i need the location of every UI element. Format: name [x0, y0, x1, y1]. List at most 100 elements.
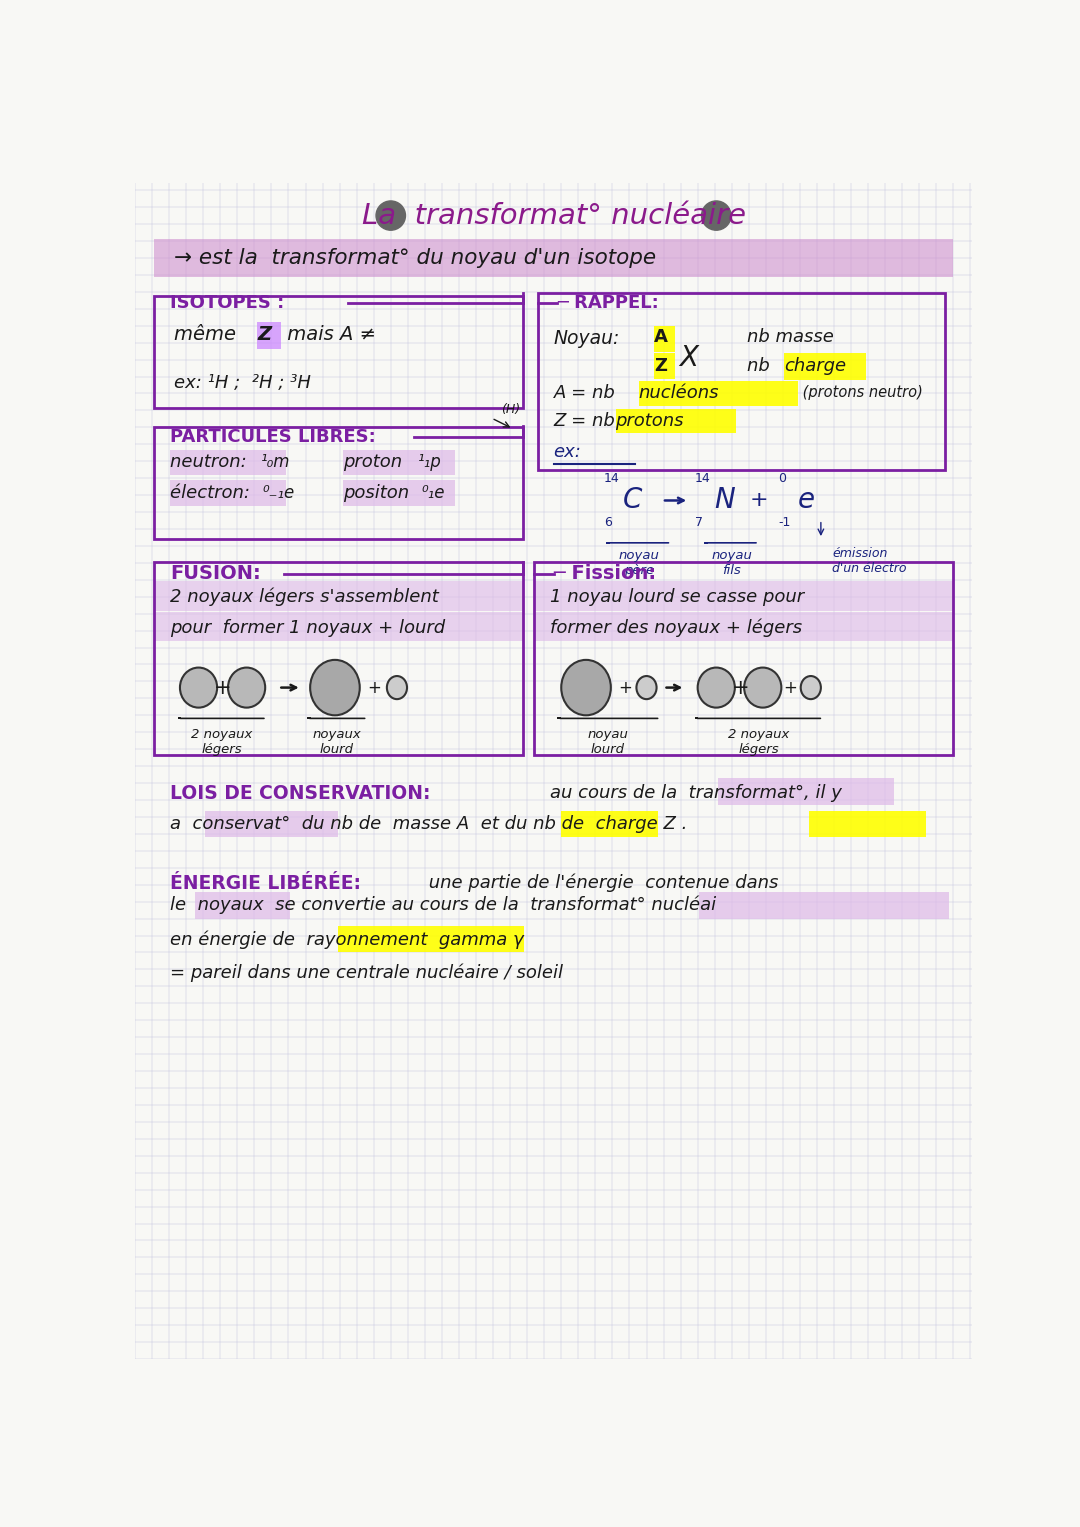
Text: (protons neutro): (protons neutro): [798, 385, 922, 400]
Text: nb masse: nb masse: [747, 328, 834, 347]
Text: → est la  transformat° du noyau d'un isotope: → est la transformat° du noyau d'un isot…: [174, 247, 656, 267]
Text: +: +: [783, 678, 797, 696]
FancyBboxPatch shape: [654, 353, 675, 379]
Text: (H): (H): [501, 403, 519, 415]
Text: a  conservat°  du nb de  masse A  et du nb de  charge Z .: a conservat° du nb de masse A et du nb d…: [170, 815, 687, 832]
Text: 2 noyaux légers s'assemblent: 2 noyaux légers s'assemblent: [170, 588, 438, 606]
FancyBboxPatch shape: [699, 892, 948, 919]
FancyBboxPatch shape: [616, 409, 735, 434]
Text: protons: protons: [616, 412, 684, 431]
Text: = pareil dans une centrale nucléaire / soleil: = pareil dans une centrale nucléaire / s…: [170, 964, 563, 982]
FancyBboxPatch shape: [562, 811, 658, 837]
Text: ex:: ex:: [554, 443, 581, 461]
Text: noyau
lourd: noyau lourd: [588, 728, 629, 756]
FancyBboxPatch shape: [784, 353, 866, 380]
Text: A = nb: A = nb: [554, 383, 621, 402]
FancyBboxPatch shape: [342, 449, 455, 475]
FancyBboxPatch shape: [195, 892, 291, 919]
Ellipse shape: [698, 667, 734, 707]
Text: 7: 7: [694, 516, 703, 528]
Text: proton: proton: [342, 454, 414, 470]
Text: Z: Z: [654, 357, 667, 374]
Text: Noyau:: Noyau:: [554, 330, 620, 348]
Text: 6: 6: [604, 516, 611, 528]
Text: 2 noyaux
légers: 2 noyaux légers: [191, 728, 253, 756]
Text: neutron:: neutron:: [170, 454, 253, 470]
Text: ─ RAPPEL:: ─ RAPPEL:: [557, 293, 659, 312]
Text: 14: 14: [604, 472, 620, 486]
Text: N: N: [715, 487, 735, 515]
Text: émission
d'un électro: émission d'un électro: [833, 547, 907, 574]
FancyBboxPatch shape: [638, 382, 798, 406]
FancyBboxPatch shape: [170, 449, 286, 475]
Text: +: +: [214, 678, 231, 698]
FancyBboxPatch shape: [257, 322, 281, 348]
Text: ⁰₋₁e: ⁰₋₁e: [262, 484, 295, 502]
Ellipse shape: [310, 660, 360, 715]
Text: noyau
fils: noyau fils: [712, 550, 752, 577]
Text: PARTICULES LIBRES:: PARTICULES LIBRES:: [170, 428, 376, 446]
FancyBboxPatch shape: [654, 327, 675, 351]
Text: noyau
père: noyau père: [619, 550, 659, 577]
FancyBboxPatch shape: [154, 238, 953, 278]
Text: même: même: [174, 325, 248, 345]
Text: électron:: électron:: [170, 484, 256, 502]
Text: mais A ≠: mais A ≠: [281, 325, 376, 345]
Text: ─ Fission:: ─ Fission:: [554, 563, 657, 583]
Text: ISOTOPES :: ISOTOPES :: [170, 293, 284, 312]
Text: ⁰₁e: ⁰₁e: [422, 484, 445, 502]
Text: charge: charge: [784, 357, 847, 374]
Circle shape: [376, 202, 405, 231]
Text: ¹₀m: ¹₀m: [260, 454, 291, 470]
Text: +: +: [750, 490, 768, 510]
Text: 0: 0: [779, 472, 786, 486]
FancyBboxPatch shape: [170, 481, 286, 505]
Text: positon: positon: [342, 484, 420, 502]
FancyBboxPatch shape: [535, 612, 953, 641]
Ellipse shape: [228, 667, 266, 707]
Text: A: A: [654, 328, 669, 347]
Text: e: e: [798, 487, 814, 515]
FancyBboxPatch shape: [338, 927, 524, 953]
Text: Z = nb: Z = nb: [554, 412, 621, 431]
Text: 1 noyau lourd se casse pour: 1 noyau lourd se casse pour: [550, 588, 804, 606]
Text: Z: Z: [257, 325, 271, 345]
Ellipse shape: [180, 667, 217, 707]
Text: noyaux
lourd: noyaux lourd: [312, 728, 361, 756]
Text: FUSION:: FUSION:: [170, 563, 260, 583]
FancyBboxPatch shape: [342, 481, 455, 505]
Circle shape: [702, 202, 731, 231]
Text: nb: nb: [747, 357, 775, 374]
Text: 2 noyaux
légers: 2 noyaux légers: [728, 728, 789, 756]
FancyBboxPatch shape: [154, 612, 523, 641]
Text: ex: ¹H ;  ²H ; ³H: ex: ¹H ; ²H ; ³H: [174, 374, 311, 391]
FancyBboxPatch shape: [205, 811, 338, 837]
Ellipse shape: [744, 667, 781, 707]
Text: LOIS DE CONSERVATION:: LOIS DE CONSERVATION:: [170, 783, 430, 803]
Text: au cours de la  transformat°, il y: au cours de la transformat°, il y: [550, 783, 841, 802]
Text: ¹₁p: ¹₁p: [418, 454, 442, 470]
Text: nucléons: nucléons: [638, 383, 719, 402]
Text: X: X: [679, 344, 698, 373]
Text: -1: -1: [779, 516, 791, 528]
Ellipse shape: [800, 676, 821, 699]
FancyBboxPatch shape: [154, 582, 523, 611]
Text: +: +: [618, 678, 632, 696]
Ellipse shape: [387, 676, 407, 699]
Ellipse shape: [562, 660, 611, 715]
Text: +: +: [367, 678, 380, 696]
FancyBboxPatch shape: [809, 811, 926, 837]
Text: C: C: [623, 487, 643, 515]
Text: une partie de l'énergie  contenue dans: une partie de l'énergie contenue dans: [423, 873, 779, 892]
Text: former des noyaux + légers: former des noyaux + légers: [550, 618, 801, 637]
Text: pour  former 1 noyaux + lourd: pour former 1 noyaux + lourd: [170, 618, 445, 637]
Text: +: +: [732, 678, 750, 698]
Ellipse shape: [636, 676, 657, 699]
FancyBboxPatch shape: [718, 777, 894, 805]
Text: ÉNERGIE LIBÉRÉE:: ÉNERGIE LIBÉRÉE:: [170, 873, 361, 893]
Text: en énergie de  rayonnement  gamma γ: en énergie de rayonnement gamma γ: [170, 930, 524, 948]
Text: La  transformat° nucléaire: La transformat° nucléaire: [362, 202, 745, 229]
Text: le  noyaux  se convertie au cours de la  transformat° nucléai: le noyaux se convertie au cours de la tr…: [170, 895, 716, 915]
Text: 14: 14: [694, 472, 711, 486]
FancyBboxPatch shape: [535, 582, 953, 611]
